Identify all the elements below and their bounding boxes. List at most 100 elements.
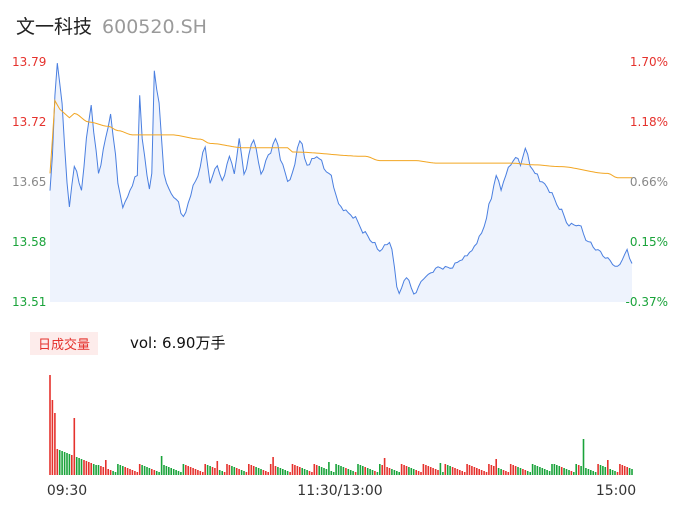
volume-bar (136, 472, 139, 475)
volume-bar (400, 464, 403, 475)
volume-bar (536, 466, 539, 475)
volume-bar (126, 468, 129, 475)
volume-bar (260, 469, 262, 475)
volume-bar (437, 470, 439, 475)
volume-bar (235, 468, 238, 475)
volume-bar (279, 468, 282, 475)
volume-bar (131, 470, 134, 475)
volume-bar (240, 470, 243, 475)
volume-bar (269, 464, 272, 475)
volume-bar (381, 465, 383, 475)
volume-bar (403, 465, 405, 475)
volume-bar (412, 469, 415, 475)
volume-bar (592, 471, 594, 475)
volume-bar (509, 464, 512, 475)
volume-bar (597, 464, 599, 475)
volume-bar (231, 466, 233, 475)
stock-code: 600520.SH (102, 16, 207, 38)
volume-bar (155, 471, 158, 475)
volume-bar (531, 464, 534, 475)
volume-bar (551, 464, 553, 475)
volume-bar (306, 470, 308, 475)
volume-bar (349, 470, 352, 475)
volume-bar (495, 459, 497, 475)
y-tick-left: 13.58 (12, 235, 46, 249)
volume-bar (56, 449, 59, 475)
volume-bar (158, 472, 160, 475)
volume-bar (92, 464, 95, 475)
volume-bar (325, 469, 328, 475)
volume-bar (585, 468, 587, 475)
volume-bar (151, 469, 153, 475)
volume-bar (483, 471, 485, 475)
price-line (49, 63, 633, 295)
volume-bar (614, 471, 616, 475)
volume-bar (444, 464, 447, 475)
volume-bar (568, 470, 570, 475)
y-tick-left: 13.65 (12, 175, 46, 189)
volume-bar (415, 470, 417, 475)
volume-bar (442, 472, 444, 475)
volume-bar (490, 465, 493, 475)
volume-bar (202, 472, 204, 475)
volume-bar (383, 458, 386, 475)
volume-bar (138, 464, 141, 475)
volume-bar (628, 468, 631, 475)
volume-bar (328, 462, 330, 475)
volume-bar (206, 465, 209, 475)
volume-bar (112, 471, 114, 475)
volume-bar (78, 458, 80, 475)
volume-bar (529, 472, 531, 475)
y-tick-right: 0.66% (630, 175, 668, 189)
volume-bar (248, 464, 250, 475)
volume-bar (396, 471, 398, 475)
volume-bar (560, 467, 563, 475)
volume-bar (119, 465, 122, 475)
volume-bar (209, 466, 211, 475)
volume-bar (335, 464, 337, 475)
stock-name: 文一科技 (16, 16, 93, 38)
volume-bar (303, 469, 306, 475)
volume-bar (362, 466, 364, 475)
volume-bar (573, 472, 575, 475)
volume-bar (493, 466, 495, 475)
volume-bar (417, 471, 420, 475)
volume-bar (245, 472, 248, 475)
volume-bar (337, 465, 340, 475)
volume-bar (565, 469, 568, 475)
volume-bar (398, 472, 400, 475)
volume-bar (366, 468, 369, 475)
volume-bar (211, 467, 214, 475)
volume-bar (185, 465, 187, 475)
volume-bar (286, 471, 289, 475)
volume-bar (558, 466, 561, 475)
volume-bar (170, 468, 172, 475)
volume-bar (85, 461, 88, 475)
volume-bar (369, 469, 371, 475)
volume-bar (357, 464, 359, 475)
volume-bar (512, 465, 514, 475)
volume-bar (408, 467, 410, 475)
volume-bar (429, 467, 432, 475)
volume-bar (497, 468, 500, 475)
volume-bar (582, 439, 585, 475)
volume-bar (255, 467, 257, 475)
volume-bar (354, 472, 357, 475)
volume-bar (54, 413, 56, 475)
volume-bar (194, 469, 197, 475)
volume-bar (500, 469, 502, 475)
volume-bar (228, 465, 231, 475)
volume-bar (51, 400, 54, 475)
volume-bar (143, 466, 146, 475)
volume-bar (517, 467, 519, 475)
volume-bar (454, 468, 456, 475)
volume-bar (459, 470, 461, 475)
price-area (50, 63, 632, 302)
volume-bar (330, 471, 333, 475)
volume-bar (284, 470, 286, 475)
volume-bar (347, 469, 350, 475)
volume-bar (590, 470, 592, 475)
volume-bar (282, 469, 284, 475)
volume-bar (466, 464, 468, 475)
